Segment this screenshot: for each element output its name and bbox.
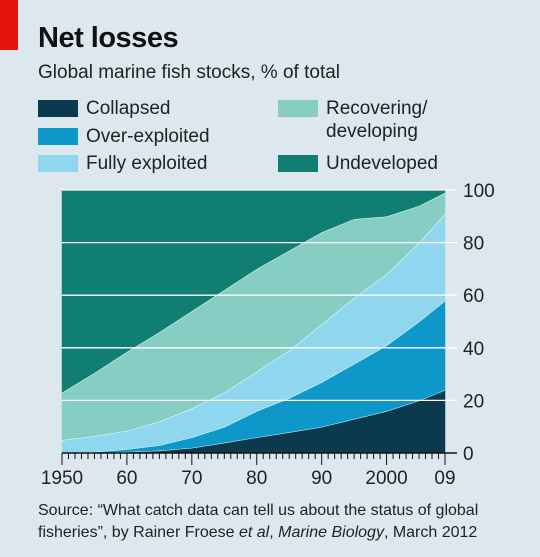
legend-swatch-over-exploited bbox=[38, 128, 78, 145]
legend-item-undeveloped: Undeveloped bbox=[278, 152, 438, 175]
x-tick-label-1970: 70 bbox=[181, 468, 202, 489]
chart-title: Net losses bbox=[38, 22, 179, 54]
x-tick-label-2000: 2000 bbox=[365, 468, 407, 489]
x-tick-label-1990: 90 bbox=[311, 468, 332, 489]
source-suffix: , March 2012 bbox=[383, 524, 478, 541]
legend-swatch-undeveloped bbox=[278, 155, 318, 172]
y-tick-label-80: 80 bbox=[463, 234, 484, 255]
x-tick-label-1960: 60 bbox=[116, 468, 137, 489]
y-tick-label-60: 60 bbox=[463, 286, 484, 307]
legend-item-recovering: Recovering/ developing bbox=[278, 97, 427, 143]
legend-item-collapsed: Collapsed bbox=[38, 97, 171, 120]
legend-item-over-exploited: Over-exploited bbox=[38, 125, 210, 148]
y-tick-label-100: 100 bbox=[463, 181, 495, 202]
legend-swatch-recovering bbox=[278, 100, 318, 117]
chart-subtitle: Global marine fish stocks, % of total bbox=[38, 62, 341, 83]
x-tick-label-1980: 80 bbox=[246, 468, 267, 489]
source-note: Source: “What catch data can tell us abo… bbox=[38, 500, 528, 544]
legend-label-over-exploited: Over-exploited bbox=[86, 126, 210, 147]
x-tick-label-2009: 09 bbox=[434, 468, 455, 489]
legend-item-fully-exploited: Fully exploited bbox=[38, 152, 207, 175]
source-mid: , bbox=[269, 524, 279, 541]
legend-label-recovering: Recovering/ developing bbox=[326, 98, 428, 142]
accent-bar bbox=[0, 0, 18, 50]
legend-label-fully-exploited: Fully exploited bbox=[86, 153, 208, 174]
source-etal: et al bbox=[238, 524, 270, 541]
legend-label-collapsed: Collapsed bbox=[86, 98, 171, 119]
y-tick-label-40: 40 bbox=[463, 339, 484, 360]
legend-swatch-collapsed bbox=[38, 100, 78, 117]
x-tick-label-1950: 1950 bbox=[41, 468, 83, 489]
legend-label-undeveloped: Undeveloped bbox=[326, 153, 438, 174]
legend-swatch-fully-exploited bbox=[38, 155, 78, 172]
source-prefix: Source: “What catch data can tell us abo… bbox=[38, 502, 479, 541]
y-tick-label-0: 0 bbox=[463, 444, 474, 465]
source-journal: Marine Biology bbox=[278, 524, 384, 541]
y-tick-label-20: 20 bbox=[463, 391, 484, 412]
